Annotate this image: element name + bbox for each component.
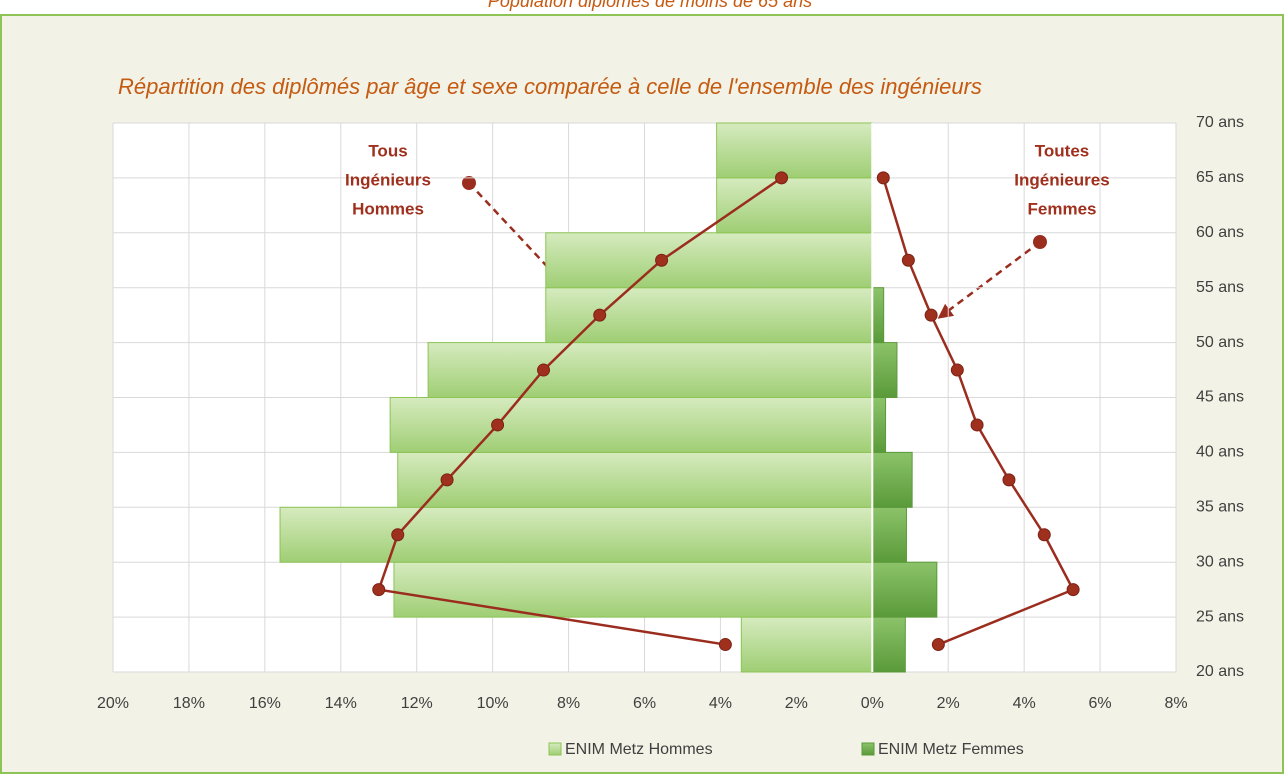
- legend-swatch: [861, 742, 875, 756]
- bar: [871, 397, 887, 453]
- bar: [871, 342, 898, 399]
- x-tick-label: 0%: [861, 695, 884, 712]
- point: [718, 638, 732, 652]
- x-tick-label: 14%: [325, 695, 357, 712]
- x-tick-label: 6%: [633, 695, 656, 712]
- x-tick-label: 20%: [97, 695, 129, 712]
- x-tick-label: 2%: [937, 695, 960, 712]
- y-tick-label: 35 ans: [1196, 499, 1244, 516]
- y-tick-label: 30 ans: [1196, 553, 1244, 570]
- point: [491, 418, 505, 432]
- x-tick-label: 4%: [709, 695, 732, 712]
- y-tick-label: 45 ans: [1196, 389, 1244, 406]
- y-tick-label: 25 ans: [1196, 608, 1244, 625]
- point: [876, 171, 890, 185]
- y-tick-label: 40 ans: [1196, 444, 1244, 461]
- chart-title: Répartition des diplômés par âge et sexe…: [118, 74, 982, 99]
- bar: [871, 451, 913, 508]
- annotation-dot: [462, 176, 476, 190]
- annotation: Toutes: [1035, 141, 1089, 160]
- x-tick-label: 2%: [785, 695, 808, 712]
- point: [593, 308, 607, 322]
- point: [655, 253, 669, 267]
- bar: [871, 506, 907, 563]
- bar: [740, 616, 873, 673]
- point: [372, 583, 386, 597]
- y-tick-label: 20 ans: [1196, 663, 1244, 680]
- point: [931, 638, 945, 652]
- x-tick-label: 12%: [401, 695, 433, 712]
- bar: [427, 342, 873, 399]
- x-tick-label: 4%: [1013, 695, 1036, 712]
- bar: [871, 561, 938, 618]
- point: [1066, 583, 1080, 597]
- x-tick-label: 6%: [1089, 695, 1112, 712]
- y-tick-label: 50 ans: [1196, 334, 1244, 351]
- point: [901, 253, 915, 267]
- bar: [279, 506, 873, 563]
- annotation: Hommes: [352, 199, 424, 218]
- x-tick-label: 8%: [557, 695, 580, 712]
- bar: [545, 232, 873, 289]
- annotation: Ingénieures: [1014, 170, 1109, 189]
- annotation: Ingénieurs: [345, 170, 431, 189]
- annotation-arrow: [468, 182, 589, 311]
- point: [1002, 473, 1016, 487]
- x-tick-label: 16%: [249, 695, 281, 712]
- point: [1037, 528, 1051, 542]
- legend-label: ENIM Metz Hommes: [565, 741, 713, 758]
- bar: [716, 122, 873, 179]
- point: [440, 473, 454, 487]
- x-tick-label: 18%: [173, 695, 205, 712]
- x-tick-label: 10%: [477, 695, 509, 712]
- annotation-arrow: [937, 241, 1041, 319]
- annotation-dot: [1033, 235, 1047, 249]
- legend-label: ENIM Metz Femmes: [878, 741, 1024, 758]
- legend-swatch: [548, 742, 562, 756]
- point: [950, 363, 964, 377]
- bar: [871, 287, 885, 344]
- point: [775, 171, 789, 185]
- point: [537, 363, 551, 377]
- x-tick-label: 8%: [1164, 695, 1187, 712]
- point: [924, 308, 938, 322]
- y-tick-label: 55 ans: [1196, 279, 1244, 296]
- point: [970, 418, 984, 432]
- bar: [393, 561, 873, 618]
- annotation: Femmes: [1028, 199, 1097, 218]
- y-tick-label: 70 ans: [1196, 114, 1244, 131]
- point: [391, 528, 405, 542]
- y-tick-label: 60 ans: [1196, 224, 1244, 241]
- bar: [397, 451, 873, 508]
- bar: [389, 397, 873, 453]
- annotation: Tous: [368, 141, 407, 160]
- y-tick-label: 65 ans: [1196, 169, 1244, 186]
- chart-supertitle: Population diplômés de moins de 65 ans: [488, 0, 812, 11]
- bar: [871, 616, 906, 673]
